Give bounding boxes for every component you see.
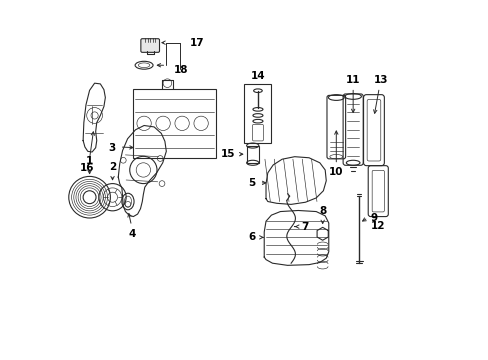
Bar [133,89,215,158]
Text: 1: 1 [86,156,93,166]
Text: 11: 11 [345,75,360,85]
Text: 17: 17 [190,38,204,48]
Bar [246,145,258,163]
Text: 15: 15 [220,149,235,159]
Text: 4: 4 [128,229,136,239]
Text: 10: 10 [328,167,343,177]
Text: 2: 2 [109,162,116,172]
Text: 9: 9 [370,213,377,222]
Text: 16: 16 [80,163,95,173]
Text: 7: 7 [301,222,308,231]
Text: 8: 8 [318,206,325,216]
Text: 14: 14 [250,71,264,81]
Text: 18: 18 [173,64,187,75]
Text: 13: 13 [373,75,387,85]
Bar [244,84,271,143]
Text: 3: 3 [108,143,115,153]
FancyBboxPatch shape [141,39,159,52]
Text: 12: 12 [370,221,385,230]
Text: 6: 6 [247,232,255,242]
Text: 5: 5 [247,178,255,188]
